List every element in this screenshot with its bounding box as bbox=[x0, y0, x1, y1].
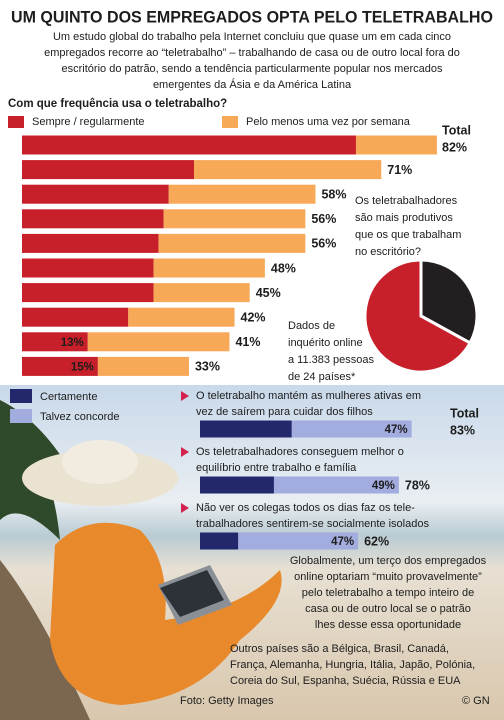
summary-line: casa ou de outro local se o patrão bbox=[305, 603, 471, 615]
bar-segment bbox=[273, 476, 399, 494]
summary-line: online optariam “muito provavelmente” bbox=[294, 571, 482, 583]
value-label: 49% bbox=[372, 480, 395, 492]
bar-segment bbox=[200, 532, 239, 550]
total-heading: Total bbox=[450, 406, 479, 420]
legend-swatch bbox=[222, 116, 238, 128]
bullet-arrow bbox=[181, 391, 189, 401]
pie-slice bbox=[363, 258, 473, 374]
total-label: 33% bbox=[195, 360, 220, 374]
statement: vez de saírem para cuidar dos filhos bbox=[196, 406, 373, 418]
legend-swatch bbox=[8, 116, 24, 128]
value-label: 47% bbox=[331, 536, 354, 548]
pie-title: são mais produtivos bbox=[355, 212, 453, 224]
summary-line: lhes desse essa oportunidade bbox=[315, 619, 461, 631]
dress bbox=[50, 522, 282, 705]
legend-label: Talvez concorde bbox=[40, 411, 120, 423]
value-label: 15% bbox=[71, 361, 94, 373]
bar-segment bbox=[22, 184, 169, 204]
footnote-line: Outros países são a Bélgica, Brasil, Can… bbox=[230, 643, 449, 655]
legend-swatch bbox=[10, 409, 32, 423]
total-label: 41% bbox=[235, 335, 260, 349]
bar-segment bbox=[22, 332, 88, 352]
total-label: 42% bbox=[241, 310, 266, 324]
bar-segment bbox=[153, 283, 250, 303]
bar-segment bbox=[238, 532, 359, 550]
bar-segment bbox=[22, 233, 159, 253]
pie-note: Dados de bbox=[288, 320, 335, 332]
chart-title: Com que frequência usa o teletrabalho? bbox=[8, 98, 227, 110]
copyright: © GN bbox=[462, 695, 490, 707]
legend-label: Pelo menos uma vez por semana bbox=[246, 116, 411, 128]
total-label: 71% bbox=[387, 163, 412, 177]
intro-line: Um estudo global do trabalho pela Intern… bbox=[53, 31, 451, 43]
statement: trabalhadores sentirem-se socialmente is… bbox=[196, 518, 429, 530]
total-heading: Total bbox=[442, 123, 471, 137]
hat-crown bbox=[62, 440, 138, 484]
bar-segment bbox=[200, 420, 292, 438]
bar-segment bbox=[22, 283, 154, 303]
bar-segment bbox=[291, 420, 412, 438]
total-label: 58% bbox=[321, 187, 346, 201]
bar-segment bbox=[194, 160, 382, 180]
bar-segment bbox=[22, 258, 154, 278]
total-label: 62% bbox=[364, 534, 389, 548]
footnote-line: França, Alemanha, Hungria, Itália, Japão… bbox=[230, 659, 475, 671]
total-label: 82% bbox=[442, 140, 467, 154]
title: UM QUINTO DOS EMPREGADOS OPTA PELO TELET… bbox=[11, 7, 493, 26]
bar-segment bbox=[22, 209, 164, 229]
bar-segment bbox=[168, 184, 316, 204]
intro-line: escritório do patrão, sendo a tendência … bbox=[62, 63, 443, 75]
photo-credit: Foto: Getty Images bbox=[180, 695, 274, 707]
statement: equilíbrio entre trabalho e família bbox=[196, 462, 357, 474]
legend-label: Sempre / regularmente bbox=[32, 116, 145, 128]
legend-label: Certamente bbox=[40, 391, 97, 403]
bar-segment bbox=[128, 307, 235, 327]
total-label: 45% bbox=[256, 286, 281, 300]
pie-title: que os que trabalham bbox=[355, 229, 461, 241]
total-label: 56% bbox=[311, 237, 336, 251]
statement: Os teletrabalhadores conseguem melhor o bbox=[196, 446, 404, 458]
pie-note: de 24 países* bbox=[288, 371, 356, 383]
bar-segment bbox=[163, 209, 306, 229]
value-label: 47% bbox=[385, 424, 408, 436]
legend-swatch bbox=[10, 389, 32, 403]
pie-note: a 11.383 pessoas bbox=[288, 354, 375, 366]
total-label: 83% bbox=[450, 423, 475, 437]
bar-segment bbox=[22, 160, 195, 180]
intro-line: emergentes da Ásia e da América Latina bbox=[153, 78, 352, 91]
footnote-line: Coreia do Sul, Espanha, Suécia, Rússia e… bbox=[230, 675, 461, 687]
pie-title: no escritório? bbox=[355, 246, 421, 258]
bar-segment bbox=[158, 233, 306, 253]
total-label: 48% bbox=[271, 261, 296, 275]
pie-title: Os teletrabalhadores bbox=[355, 195, 458, 207]
summary-line: pelo teletrabalho a tempo inteiro de bbox=[302, 587, 474, 599]
bar-segment bbox=[22, 135, 356, 155]
bar-segment bbox=[22, 356, 98, 376]
total-label: 78% bbox=[405, 478, 430, 492]
bar-segment bbox=[355, 135, 437, 155]
bar-segment bbox=[97, 356, 189, 376]
statement: Não ver os colegas todos os dias faz os … bbox=[196, 502, 415, 514]
laptop-screen bbox=[160, 570, 224, 617]
bar-segment bbox=[153, 258, 265, 278]
total-label: 56% bbox=[311, 212, 336, 226]
bar-segment bbox=[22, 307, 129, 327]
intro-line: empregados recorre ao “teletrabalho” – t… bbox=[44, 47, 460, 59]
bullet-arrow bbox=[181, 503, 189, 513]
value-label: 13% bbox=[61, 337, 84, 349]
bullet-arrow bbox=[181, 447, 189, 457]
summary-line: Globalmente, um terço dos empregados bbox=[290, 555, 487, 567]
bar-segment bbox=[87, 332, 230, 352]
bar-segment bbox=[200, 476, 274, 494]
photo bbox=[0, 385, 504, 720]
pie-note: inquérito online bbox=[288, 337, 363, 349]
statement: O teletrabalho mantém as mulheres ativas… bbox=[196, 390, 421, 402]
